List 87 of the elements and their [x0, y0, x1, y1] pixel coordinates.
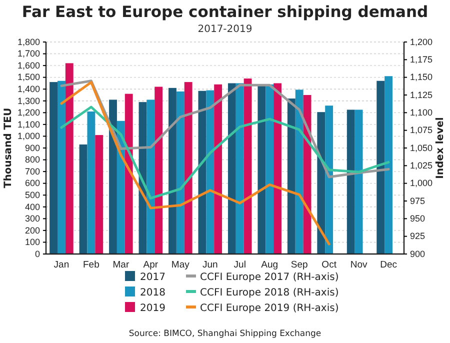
bar	[198, 90, 206, 254]
y-tick-label: 1,200	[17, 108, 40, 118]
bar	[228, 83, 236, 254]
y-tick-label: 900	[24, 142, 40, 153]
x-tick-label: Apr	[143, 260, 158, 271]
legend-label: 2017	[140, 272, 166, 283]
y-tick-label: 700	[24, 166, 40, 176]
y-tick-label: 1,000	[17, 131, 40, 142]
bar	[176, 91, 184, 254]
bar	[168, 88, 176, 254]
y2-tick-label: 925	[410, 231, 426, 242]
bar	[79, 144, 88, 254]
legend-label: 2019	[140, 303, 166, 314]
y-tick-label: 1,400	[17, 84, 40, 94]
bar	[354, 110, 363, 254]
y2-tick-label: 950	[410, 214, 426, 224]
y2-tick-label: 1,100	[410, 108, 433, 118]
y2-tick-label: 1,150	[410, 72, 433, 82]
line-series	[60, 106, 390, 200]
x-tick-label: Mar	[112, 260, 130, 271]
y2-tick-label: 1,125	[410, 90, 433, 100]
bar	[184, 82, 192, 254]
bar	[214, 84, 222, 254]
y2-tick-label: 1,050	[410, 142, 433, 153]
y-tick-label: 200	[24, 225, 40, 236]
x-tick-label: Jul	[234, 260, 246, 271]
y2-tick-label: 975	[410, 196, 426, 206]
legend-label: CCFI Europe 2017 (RH-axis)	[200, 272, 339, 283]
x-tick-label: Feb	[83, 260, 100, 271]
bar	[274, 83, 282, 254]
chart-subtitle: 2017-2019	[198, 24, 252, 35]
bar	[50, 82, 58, 254]
y-tick-label: 0	[34, 248, 40, 259]
y-tick-label: 1,700	[17, 48, 40, 59]
bar	[258, 84, 266, 254]
bar	[287, 98, 296, 254]
y-tick-label: 800	[24, 154, 40, 165]
bar	[109, 100, 117, 254]
y2-tick-label: 1,175	[410, 54, 433, 65]
bar	[206, 90, 214, 254]
x-tick-label: Oct	[322, 260, 337, 271]
y-tick-label: 1,600	[17, 60, 40, 70]
y-tick-label: 1,500	[17, 72, 40, 82]
bar	[295, 90, 304, 254]
y2-tick-label: 1,025	[410, 160, 433, 171]
y-tick-label: 100	[24, 237, 40, 248]
legend-label: CCFI Europe 2018 (RH-axis)	[200, 288, 339, 298]
y-tick-label: 1,300	[17, 96, 40, 106]
line-series	[60, 81, 330, 246]
bar	[124, 94, 133, 254]
y2-axis-title: Index level	[435, 117, 446, 179]
x-tick-label: Jun	[202, 260, 218, 271]
x-tick-label: Aug	[261, 260, 278, 271]
bar	[384, 76, 393, 254]
x-tick-label: Nov	[350, 260, 368, 271]
bar	[65, 63, 74, 254]
source-note: Source: BIMCO, Shanghai Shipping Exchange	[128, 329, 322, 339]
bar	[317, 112, 326, 254]
bar	[154, 86, 163, 254]
y-tick-label: 1,100	[17, 119, 40, 130]
bar	[95, 135, 104, 254]
y2-tick-label: 1,200	[410, 36, 433, 47]
y2-tick-label: 1,000	[410, 178, 433, 188]
x-tick-label: May	[171, 260, 190, 271]
chart-title: Far East to Europe container shipping demand	[22, 3, 428, 21]
y-tick-label: 400	[24, 202, 40, 212]
x-tick-label: Dec	[380, 260, 398, 271]
bar	[325, 106, 334, 254]
legend-label: CCFI Europe 2019 (RH-axis)	[200, 303, 339, 314]
x-tick-label: Sep	[290, 260, 308, 271]
y-tick-label: 300	[24, 214, 40, 224]
legend-label: 2018	[140, 288, 166, 298]
y-axis-title: Thousand TEU	[3, 108, 14, 188]
bar	[57, 80, 66, 254]
y-tick-label: 1,800	[17, 36, 40, 47]
y-tick-label: 500	[24, 190, 40, 200]
y-tick-label: 600	[24, 178, 40, 188]
bar	[244, 78, 252, 254]
bar	[376, 80, 385, 254]
bar	[266, 84, 274, 254]
bar	[87, 111, 96, 254]
bar	[346, 110, 355, 254]
x-tick-label: Jan	[54, 260, 70, 271]
bar	[236, 83, 244, 254]
y2-tick-label: 900	[410, 248, 426, 259]
y2-tick-label: 1,075	[410, 125, 433, 136]
bar	[146, 100, 155, 254]
